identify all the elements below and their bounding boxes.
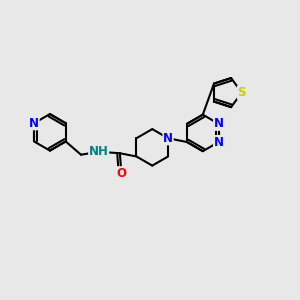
Text: O: O: [116, 167, 126, 180]
Text: NH: NH: [89, 145, 109, 158]
Text: N: N: [214, 117, 224, 130]
Text: N: N: [163, 132, 173, 145]
Text: N: N: [214, 136, 224, 148]
Text: S: S: [237, 86, 246, 99]
Text: N: N: [29, 117, 39, 130]
